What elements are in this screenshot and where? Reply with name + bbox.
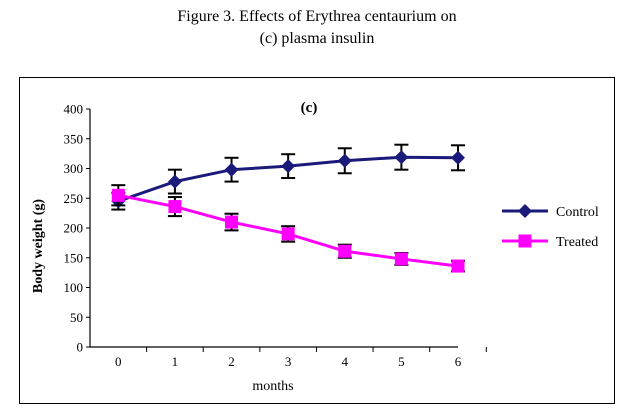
panel-label: (c) (301, 100, 318, 116)
legend-item-control: Control (502, 204, 599, 220)
data-point (394, 252, 408, 266)
series-control (111, 143, 465, 211)
series-treated (111, 184, 465, 273)
legend-marker (518, 234, 532, 248)
y-tick-label: 200 (64, 221, 84, 236)
figure-title-line-2: (c) plasma insulin (259, 30, 375, 47)
y-tick-label: 250 (64, 191, 84, 206)
x-tick-label: 1 (172, 354, 179, 369)
axes: 0 50 100 150 200 250 300 350 400 0 1 2 3 4 5 6 (64, 102, 487, 369)
data-point (281, 227, 295, 241)
legend-item-treated: Treated (502, 234, 598, 250)
y-tick-label: 50 (70, 310, 83, 325)
data-point (338, 244, 352, 258)
x-tick-label: 0 (115, 354, 122, 369)
data-point (111, 188, 125, 202)
y-tick-label: 350 (64, 131, 84, 146)
data-point (167, 174, 182, 189)
data-point (451, 259, 465, 273)
figure-title-line-1: Figure 3. Effects of Erythrea centaurium… (177, 8, 457, 25)
chart-frame (19, 77, 615, 404)
y-tick-label: 100 (64, 280, 84, 295)
y-tick-label: 300 (64, 161, 84, 176)
legend-label: Treated (556, 235, 598, 250)
y-tick-label: 0 (77, 340, 84, 355)
x-tick-label: 5 (398, 354, 405, 369)
figure-title: Figure 3. Effects of Erythrea centaurium… (0, 6, 634, 50)
data-point (281, 159, 296, 174)
data-point (337, 153, 352, 168)
x-tick-label: 4 (342, 354, 349, 369)
y-axis-label: Body weight (g) (31, 199, 46, 293)
data-point (225, 215, 239, 229)
y-tick-label: 150 (64, 250, 84, 265)
x-tick-label: 6 (455, 354, 462, 369)
legend: Control Treated (502, 204, 599, 250)
legend-marker (518, 204, 532, 218)
series-layer (111, 143, 465, 273)
x-axis-label: months (252, 379, 293, 394)
data-point (168, 200, 182, 214)
x-tick-label: 3 (285, 354, 292, 369)
y-tick-label: 400 (64, 102, 84, 117)
data-point (451, 150, 465, 165)
legend-label: Control (556, 205, 599, 220)
data-point (224, 162, 239, 177)
x-tick-label: 2 (228, 354, 235, 369)
data-point (394, 150, 409, 165)
